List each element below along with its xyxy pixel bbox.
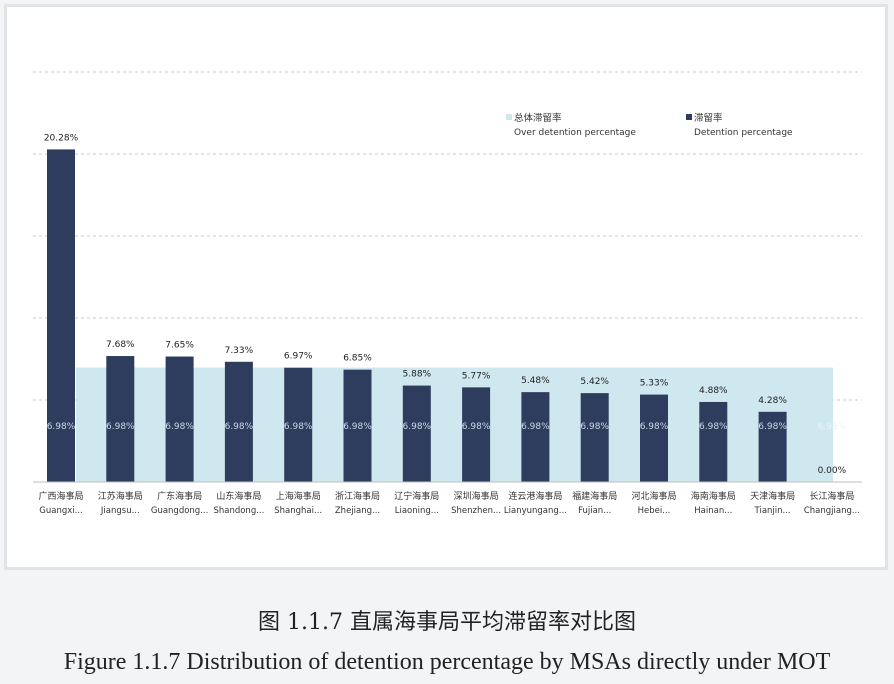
overall-data-label: 6.98% [343, 422, 372, 432]
overall-data-label: 6.98% [758, 422, 787, 432]
detention-bar-chart: 6.98% 6.98% 6.98% 6.98% 6.98% 6.98% 6.98% 6.98%… [33, 71, 862, 516]
detention-bar [224, 361, 253, 482]
category-label-en: Hebei... [638, 506, 671, 516]
overall-data-label: 6.98% [580, 422, 609, 432]
category-label-en: Fujian... [578, 506, 611, 516]
legend-label-en: Over detention percentage [514, 128, 636, 138]
legend-swatch [686, 114, 692, 120]
detention-data-label: 7.33% [225, 346, 254, 356]
detention-data-label: 5.33% [640, 379, 669, 389]
category-label-cn: 山东海事局 [216, 490, 261, 502]
overall-data-label: 6.98% [462, 422, 491, 432]
overall-data-label: 6.98% [818, 422, 847, 432]
category-label-en: Guangxi... [39, 506, 82, 516]
detention-data-label: 7.68% [106, 340, 135, 350]
category-label-cn: 深圳海事局 [454, 490, 499, 502]
detention-data-label: 7.65% [165, 341, 194, 351]
category-label-cn: 河北海事局 [631, 490, 676, 502]
detention-data-label: 4.28% [758, 396, 787, 406]
detention-bar [521, 392, 550, 482]
figure-caption-english: Figure 1.1.7 Distribution of detention p… [63, 649, 831, 675]
detention-data-label: 6.85% [343, 354, 372, 364]
legend-label-en: Detention percentage [694, 128, 793, 138]
detention-data-label: 5.88% [403, 370, 432, 380]
detention-data-label: 5.42% [580, 377, 609, 387]
detention-bar [758, 411, 787, 482]
detention-bar [106, 356, 135, 482]
detention-data-label: 6.97% [284, 352, 313, 362]
detention-data-label: 4.88% [699, 386, 728, 396]
overall-data-label: 6.98% [640, 422, 669, 432]
category-label-en: Changjiang... [804, 506, 860, 516]
legend-swatch [506, 114, 512, 120]
category-label-cn: 广西海事局 [38, 490, 83, 502]
category-label-cn: 江苏海事局 [98, 490, 143, 502]
category-label-en: Hainan... [694, 506, 732, 516]
detention-data-label: 5.48% [521, 376, 550, 386]
category-label-cn: 上海海事局 [276, 490, 321, 502]
category-label-en: Shandong... [213, 506, 264, 516]
category-label-cn: 天津海事局 [750, 490, 795, 502]
category-label-cn: 连云港海事局 [508, 490, 562, 502]
category-label-cn: 广东海事局 [157, 490, 202, 502]
detention-data-label: 20.28% [44, 133, 79, 143]
detention-bar [47, 149, 75, 482]
category-label-en: Tianjin... [754, 506, 791, 516]
legend-label-cn: 滞留率 [694, 112, 723, 124]
overall-data-label: 6.98% [699, 422, 728, 432]
legend-label-cn: 总体滞留率 [514, 112, 562, 124]
overall-data-label: 6.98% [284, 422, 313, 432]
detention-bar [284, 367, 313, 482]
detention-bar [580, 393, 609, 482]
figure-caption-chinese: 图 1.1.7 直属海事局平均滞留率对比图 [258, 610, 636, 635]
detention-bar [402, 385, 431, 482]
detention-data-label: 5.77% [462, 371, 491, 381]
category-label-en: Shanghai... [274, 506, 322, 516]
detention-bar [165, 356, 194, 482]
overall-data-label: 6.98% [403, 422, 432, 432]
overall-data-label: 6.98% [47, 422, 76, 432]
overall-data-label: 6.98% [106, 422, 135, 432]
category-label-en: Shenzhen... [451, 506, 501, 516]
category-label-cn: 长江海事局 [809, 490, 854, 502]
detention-bar [343, 369, 372, 482]
category-label-cn: 浙江海事局 [335, 490, 380, 502]
detention-data-label: 0.00% [818, 466, 847, 476]
detention-bar [640, 394, 668, 482]
category-label-en: Liaoning... [395, 506, 439, 516]
overall-data-label: 6.98% [521, 422, 550, 432]
category-label-en: Lianyungang... [504, 506, 567, 516]
category-label-en: Jiangsu... [100, 506, 140, 516]
overall-data-label: 6.98% [165, 422, 194, 432]
category-label-cn: 辽宁海事局 [394, 490, 439, 502]
category-label-cn: 福建海事局 [572, 490, 617, 502]
category-label-en: Zhejiang... [335, 506, 380, 516]
detention-bar [462, 387, 491, 482]
overall-data-label: 6.98% [225, 422, 254, 432]
detention-bar [699, 401, 728, 482]
category-label-cn: 海南海事局 [691, 490, 736, 502]
category-label-en: Guangdong... [151, 506, 208, 516]
